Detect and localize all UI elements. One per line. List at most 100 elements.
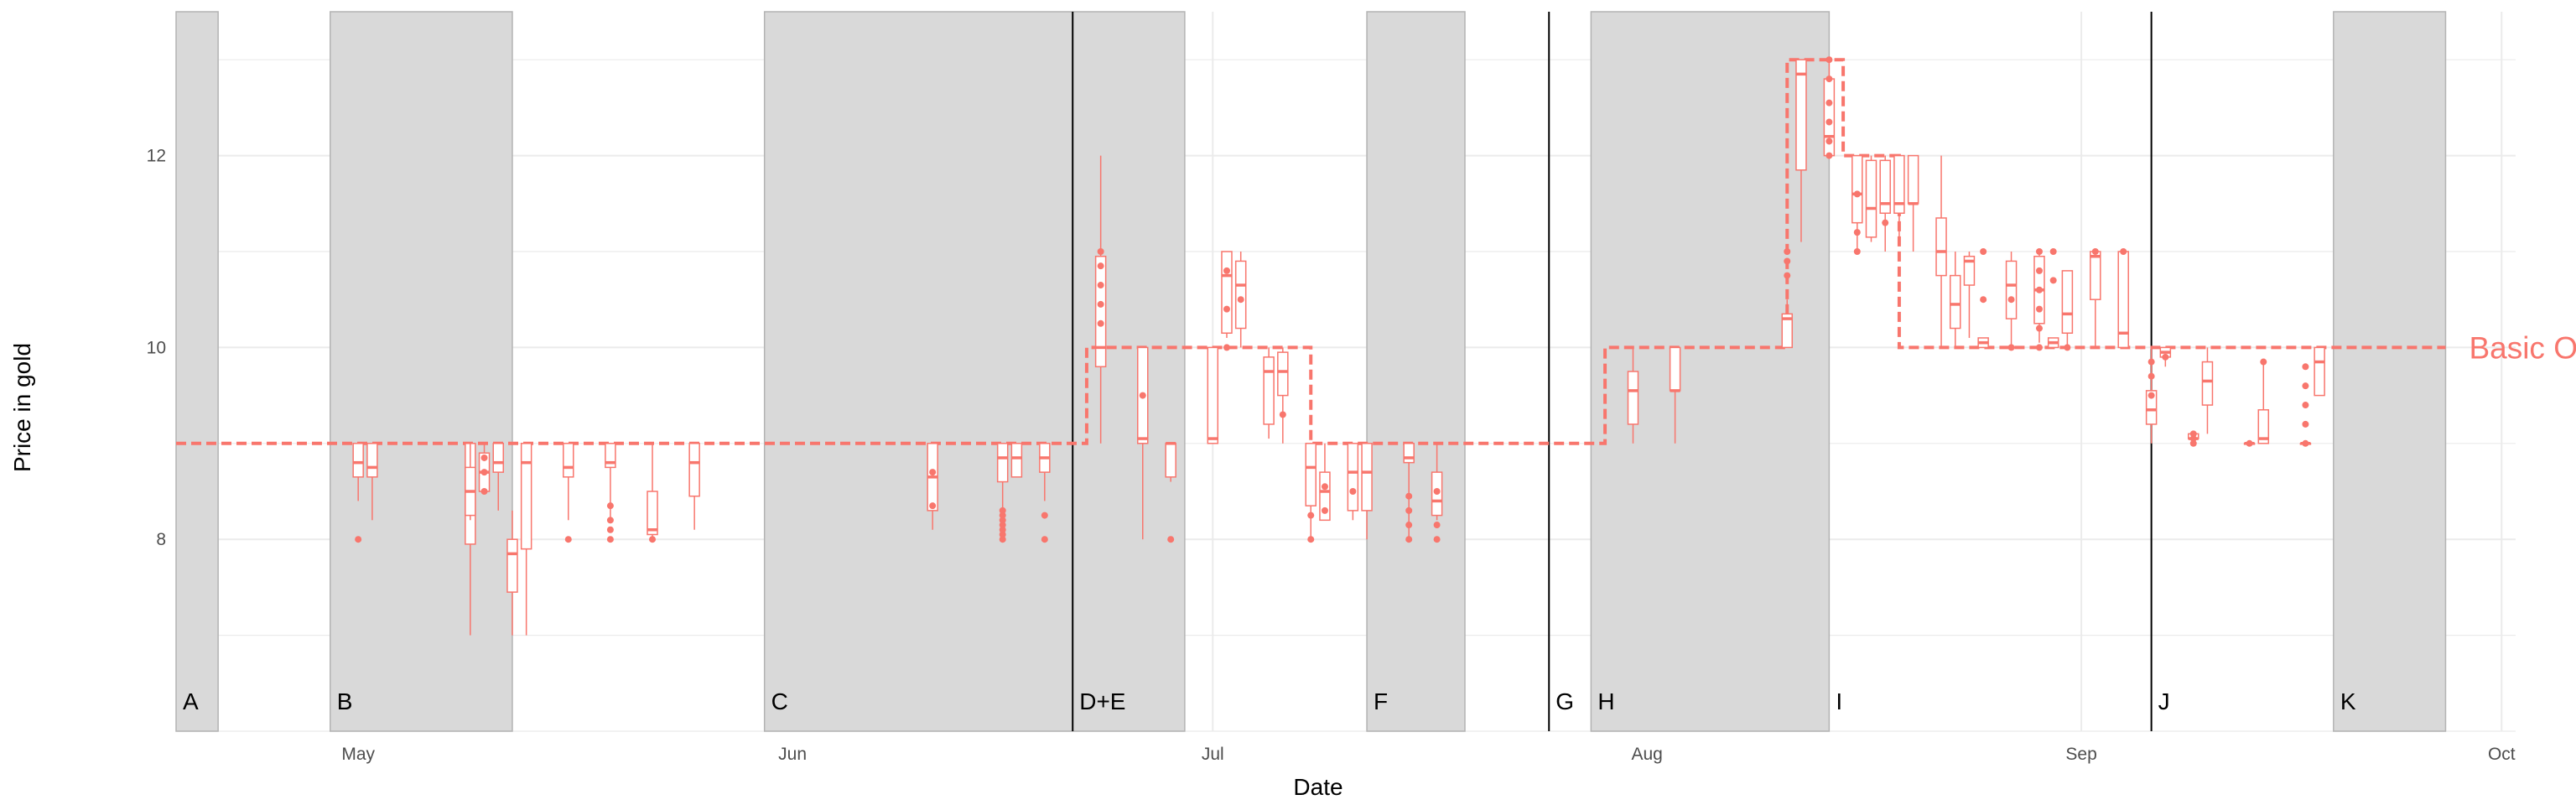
box-outlier [606,517,614,524]
box-outlier [2035,344,2043,351]
box-outlier [606,536,614,543]
box-body [1893,154,1905,214]
x-tick-label: Sep [2065,745,2096,764]
box-body [520,443,532,550]
period-label: D+E [1079,688,1125,714]
box-outlier [2148,358,2155,366]
box-outlier [1307,536,1315,543]
period-shade [2333,11,2447,732]
box-outlier [480,488,488,495]
x-axis-ticks: May Jun Jul Aug Sep Oct [341,745,2515,764]
box-outlier [1223,305,1230,313]
box-outlier [1307,512,1315,519]
box-body [1165,443,1176,478]
box-outlier [649,536,657,543]
series-layer: Basic Oreha [176,56,2576,636]
box-outlier [1826,152,1833,159]
box-outlier [2049,248,2057,255]
box-outlier [480,469,488,476]
box-outlier [2302,363,2309,371]
box-body [1669,346,1681,392]
box-outlier [480,454,488,461]
box-outlier [2302,420,2309,428]
box-outlier [2302,382,2309,390]
box-outlier [1826,56,1833,64]
period-label: K [2340,688,2356,714]
box-outlier [1041,536,1048,543]
box-outlier [1139,392,1146,399]
box-outlier [999,531,1006,538]
x-tick-label: Jun [778,745,807,764]
box-outlier [2189,430,2197,438]
period-label: I [1836,688,1842,714]
period-shades [175,11,2447,732]
box-outlier [1279,411,1286,418]
box-outlier [2035,325,2043,332]
grid-lines [176,12,2516,732]
x-tick-label: May [341,745,375,764]
box-outlier [929,469,937,476]
box-outlier [2189,435,2197,443]
box-outlier [2035,286,2043,293]
box-outlier [2035,305,2043,313]
box-outlier [355,536,362,543]
box-outlier [2091,248,2099,255]
box-body [688,443,700,497]
box-outlier [2260,358,2267,366]
box-outlier [1223,344,1230,351]
period-shade [1366,11,1466,732]
period-label: C [771,688,788,714]
box-outlier [1167,536,1175,543]
box-body [366,443,378,478]
y-tick-label: 10 [147,338,166,357]
box-outlier [2064,344,2071,351]
x-tick-label: Oct [2488,745,2516,764]
box-outlier [1826,138,1833,145]
box-body [1879,159,1891,214]
y-axis-ticks: 8 10 12 [147,147,166,550]
box-body [1795,59,1807,171]
box-body [1010,443,1023,478]
box-outlier [2120,248,2127,255]
box-body [1221,251,1233,334]
period-shade [1590,11,1831,732]
box-outlier [1321,506,1328,514]
box-body [1361,443,1373,512]
period-shade [763,11,1186,732]
box-outlier [1405,492,1413,500]
box-outlier [999,526,1006,533]
box-body [1305,443,1317,506]
box-body [2201,361,2214,406]
box-body [1277,351,1289,397]
box-body [492,443,505,473]
box-body [2090,251,2101,300]
box-outlier [1784,257,1791,265]
period-label: H [1597,688,1614,714]
box-outlier [2302,402,2309,409]
box-body [1627,371,1639,425]
box-outlier [2302,439,2309,447]
box-body [1907,154,1919,205]
box-outlier [1980,296,1987,304]
box-body [647,491,658,536]
box-outlier [606,502,614,510]
box-outlier [2035,248,2043,255]
box-outlier [999,517,1006,524]
box-outlier [1433,522,1441,529]
x-tick-label: Jul [1202,745,1224,764]
box-outlier [2189,439,2197,447]
box-body [1865,159,1877,238]
box-body [1319,471,1331,522]
x-tick-label: Aug [1632,745,1663,764]
box-body [1207,346,1219,444]
box-body [1347,443,1359,512]
box-body [1781,313,1794,349]
box-body [2314,346,2325,397]
box-outlier [564,536,572,543]
box-outlier [1237,296,1244,304]
box-outlier [1405,506,1413,514]
series-step-line [176,58,2446,445]
box-outlier [1349,488,1357,495]
box-body [996,443,1009,483]
